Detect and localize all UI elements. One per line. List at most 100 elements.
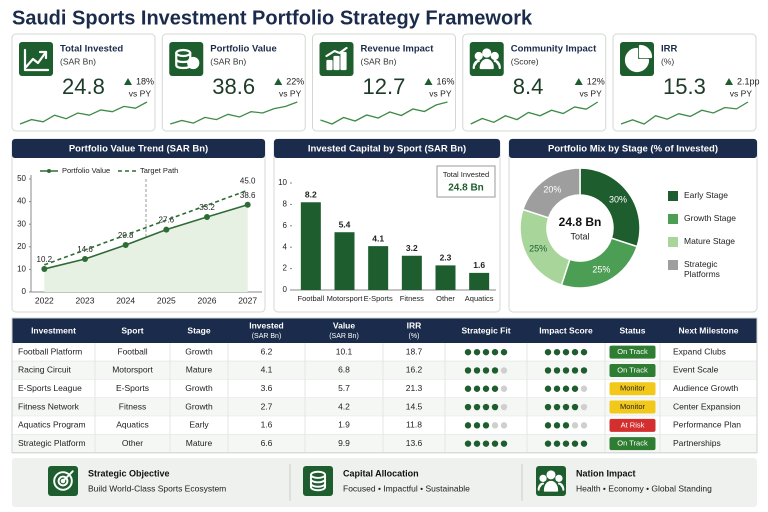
score-dots <box>464 403 508 411</box>
dot <box>464 440 472 447</box>
icon-part <box>62 470 74 482</box>
table-cell: Expand Clubs <box>673 346 726 356</box>
up-arrow <box>274 78 283 85</box>
table-header <box>12 318 757 343</box>
column-unit: (SAR Bn) <box>329 333 359 340</box>
x-tick-label: 2027 <box>238 295 257 305</box>
dot <box>562 440 570 447</box>
legend-swatch <box>668 191 678 201</box>
status-label: Monitor <box>620 402 646 411</box>
icon-part <box>38 50 48 60</box>
table-row <box>12 361 757 380</box>
dot <box>482 367 490 374</box>
score-dots <box>544 348 588 356</box>
legend-swatch <box>668 237 678 247</box>
table-cell: Mature <box>186 365 213 375</box>
table-cell: Fitness Network <box>18 401 80 411</box>
dot <box>491 440 499 447</box>
dot <box>553 422 561 429</box>
dot <box>571 367 579 374</box>
column-header: Strategic Fit <box>461 325 510 335</box>
dot <box>491 367 499 374</box>
point <box>244 201 251 208</box>
status-pill <box>609 437 656 451</box>
sparkline <box>19 101 148 125</box>
kpi-comparison: vs PY <box>730 88 753 98</box>
area-fill <box>44 204 248 292</box>
icon-bg <box>169 42 204 76</box>
table-cell: Racing Circuit <box>18 365 72 375</box>
y-tick-label: 20 <box>17 242 26 251</box>
table-cell: Early <box>189 420 209 430</box>
table-cell: 2.7 <box>261 401 273 411</box>
y-tick-label: 40 <box>17 197 26 206</box>
icon-part <box>340 51 347 71</box>
icon-part <box>474 51 483 61</box>
score-dots <box>464 422 508 429</box>
table-cell: 9.9 <box>338 438 350 448</box>
table-border <box>11 317 758 454</box>
dot <box>464 403 472 411</box>
score-dots <box>464 440 508 447</box>
column-header: Investment <box>31 325 76 335</box>
table-cell: Growth <box>185 346 213 356</box>
legend-label: Mature Stage <box>684 236 736 246</box>
icon <box>537 470 565 492</box>
status-pill <box>609 363 656 377</box>
icon <box>23 48 50 72</box>
kpi-unit: (SAR Bn) <box>210 56 246 66</box>
footer-title: Nation Impact <box>576 468 636 478</box>
table-cell: 6.6 <box>261 438 273 448</box>
icon <box>53 470 74 491</box>
footer-title: Capital Allocation <box>343 468 419 478</box>
table-cell: 5.7 <box>338 383 350 393</box>
dot <box>473 367 481 374</box>
dot <box>464 348 472 356</box>
score-dots <box>464 367 508 374</box>
value-label: 45.0 <box>240 176 256 185</box>
y-tick-label: 0 <box>283 285 288 294</box>
y-tick-label: 8 <box>283 200 288 209</box>
kpi-change: 22% <box>286 76 304 86</box>
kpi-value: 38.6 <box>212 74 255 99</box>
legend-item: Growth Stage <box>684 213 736 223</box>
table-cell: 1.6 <box>261 420 273 430</box>
bar <box>469 272 490 290</box>
y-tick-label: 2 <box>283 264 288 273</box>
column-header: Stage <box>187 325 210 335</box>
dot <box>544 367 552 374</box>
kpi-unit: (Score) <box>511 56 539 66</box>
kpi-value: 15.3 <box>663 74 706 99</box>
dot <box>473 422 481 429</box>
column-header: Impact Score <box>539 325 593 335</box>
table-cell: 10.1 <box>336 346 353 356</box>
dot <box>544 385 552 392</box>
icon-bg <box>303 466 333 496</box>
sparkline <box>470 101 599 125</box>
footer-text: Focused • Impactful • Sustainable <box>343 483 470 493</box>
dot <box>491 348 499 356</box>
icon-part <box>624 47 650 73</box>
status-pill <box>609 400 656 414</box>
legend-item: Mature Stage <box>684 236 736 246</box>
column-header: Next Milestone <box>679 325 739 335</box>
legend-label: Growth Stage <box>684 213 736 223</box>
column-header: Value <box>333 320 355 330</box>
icon <box>175 48 200 70</box>
dot <box>482 385 490 392</box>
dot <box>500 348 508 356</box>
icon-part <box>24 50 48 69</box>
table-row <box>12 434 757 453</box>
icon-part <box>326 59 333 71</box>
icon-part <box>537 480 565 492</box>
dot <box>482 422 490 429</box>
status-label: Monitor <box>620 384 646 393</box>
kpi-change: 12% <box>587 76 605 86</box>
status-pill <box>609 382 656 396</box>
table-cell: E-Sports League <box>18 383 82 393</box>
panel-header <box>509 139 757 158</box>
table-cell: Football Platform <box>18 346 82 356</box>
slice-label: 25% <box>592 264 610 274</box>
kpi-unit: (SAR Bn) <box>361 56 397 66</box>
